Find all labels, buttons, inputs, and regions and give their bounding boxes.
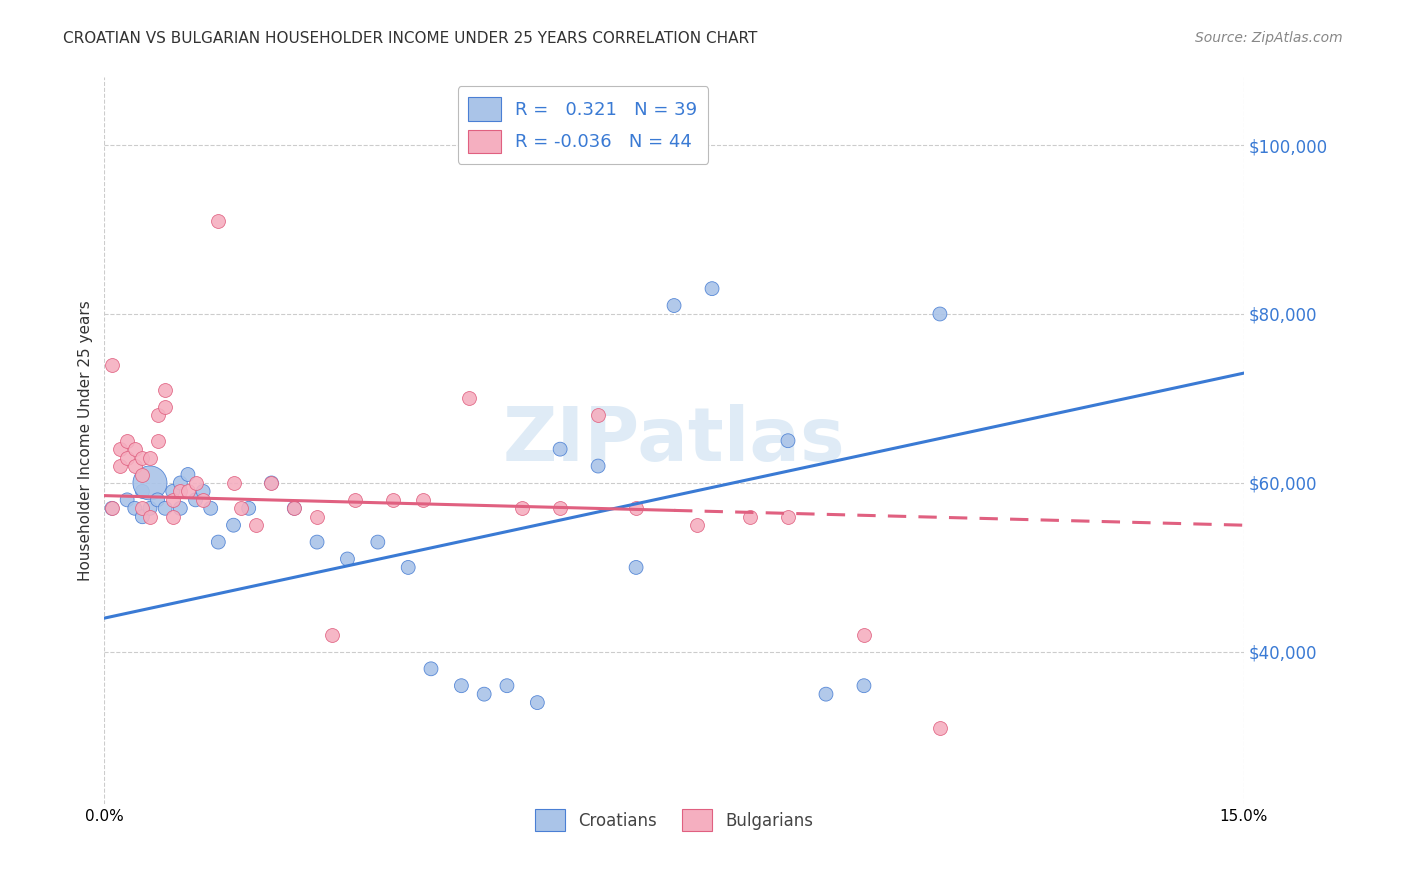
Point xyxy=(382,492,405,507)
Point xyxy=(624,560,647,574)
Point xyxy=(162,484,184,499)
Point xyxy=(124,442,146,457)
Point xyxy=(108,442,131,457)
Point xyxy=(153,501,176,516)
Point xyxy=(624,501,647,516)
Point xyxy=(321,628,343,642)
Point xyxy=(496,679,519,693)
Point xyxy=(929,307,952,321)
Point xyxy=(177,467,200,482)
Point xyxy=(153,383,176,397)
Point xyxy=(108,458,131,473)
Point xyxy=(586,458,609,473)
Point xyxy=(450,679,472,693)
Point xyxy=(124,458,146,473)
Point xyxy=(776,509,799,524)
Point xyxy=(191,484,214,499)
Point xyxy=(146,434,169,448)
Point xyxy=(153,400,176,414)
Point xyxy=(131,501,153,516)
Point xyxy=(115,492,138,507)
Point xyxy=(852,679,875,693)
Point xyxy=(662,299,685,313)
Point xyxy=(131,467,153,482)
Point xyxy=(458,392,481,406)
Point xyxy=(207,214,229,228)
Point xyxy=(101,358,124,372)
Point xyxy=(929,721,952,735)
Point xyxy=(146,492,169,507)
Point xyxy=(222,518,245,533)
Point xyxy=(184,475,207,490)
Point xyxy=(131,509,153,524)
Point xyxy=(222,475,245,490)
Point xyxy=(472,687,495,701)
Point xyxy=(814,687,837,701)
Point xyxy=(139,450,162,465)
Point xyxy=(238,501,260,516)
Point xyxy=(169,484,191,499)
Text: Source: ZipAtlas.com: Source: ZipAtlas.com xyxy=(1195,31,1343,45)
Point xyxy=(169,501,191,516)
Point xyxy=(200,501,222,516)
Point xyxy=(139,501,162,516)
Point xyxy=(420,662,443,676)
Point xyxy=(510,501,533,516)
Point xyxy=(139,475,162,490)
Point xyxy=(307,509,329,524)
Point xyxy=(548,501,571,516)
Point xyxy=(344,492,367,507)
Point xyxy=(229,501,252,516)
Point xyxy=(177,484,200,499)
Text: ZIPatlas: ZIPatlas xyxy=(503,404,845,477)
Point xyxy=(131,450,153,465)
Legend: Croatians, Bulgarians: Croatians, Bulgarians xyxy=(526,801,821,839)
Point xyxy=(260,475,283,490)
Point xyxy=(396,560,419,574)
Point xyxy=(115,434,138,448)
Point xyxy=(101,501,124,516)
Text: CROATIAN VS BULGARIAN HOUSEHOLDER INCOME UNDER 25 YEARS CORRELATION CHART: CROATIAN VS BULGARIAN HOUSEHOLDER INCOME… xyxy=(63,31,758,46)
Point xyxy=(283,501,305,516)
Point xyxy=(191,492,214,507)
Point xyxy=(586,409,609,423)
Point xyxy=(526,696,548,710)
Point xyxy=(336,552,359,566)
Point xyxy=(412,492,434,507)
Point xyxy=(738,509,761,524)
Point xyxy=(283,501,305,516)
Point xyxy=(131,484,153,499)
Point xyxy=(245,518,267,533)
Point xyxy=(700,282,723,296)
Point xyxy=(686,518,709,533)
Point xyxy=(184,492,207,507)
Y-axis label: Householder Income Under 25 years: Householder Income Under 25 years xyxy=(79,301,93,581)
Point xyxy=(169,475,191,490)
Point xyxy=(207,535,229,549)
Point xyxy=(852,628,875,642)
Point xyxy=(146,409,169,423)
Point xyxy=(162,509,184,524)
Point xyxy=(139,509,162,524)
Point xyxy=(115,450,138,465)
Point xyxy=(260,475,283,490)
Point xyxy=(307,535,329,549)
Point xyxy=(162,492,184,507)
Point xyxy=(548,442,571,457)
Point xyxy=(367,535,389,549)
Point xyxy=(101,501,124,516)
Point xyxy=(124,501,146,516)
Point xyxy=(776,434,799,448)
